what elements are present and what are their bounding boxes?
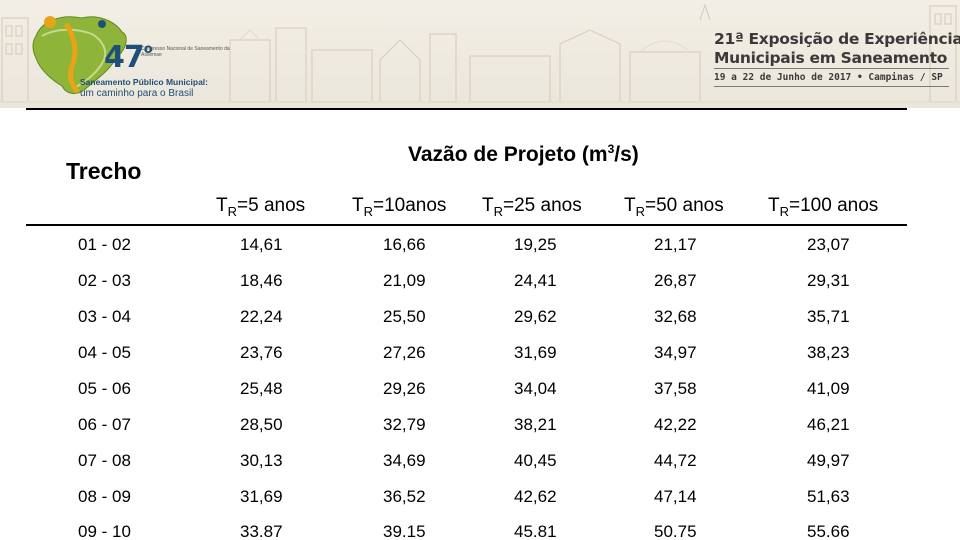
- value-cell: 46,21: [807, 415, 850, 434]
- trecho-cell: 02 - 03: [78, 271, 131, 290]
- value-cell: 31,69: [514, 343, 557, 362]
- table-row: 08 - 09 31,69 36,52 42,62 47,14 51,63: [0, 487, 960, 523]
- value-cell: 34,69: [383, 451, 426, 470]
- value-cell: 37,58: [654, 379, 697, 398]
- event-title-line1: 21ª Exposição de Experiências: [714, 30, 960, 48]
- value-cell: 24,41: [514, 271, 557, 290]
- value-cell: 38,21: [514, 415, 557, 434]
- group-header-vazao: Vazão de Projeto (m3/s): [408, 142, 639, 166]
- trecho-cell: 09 - 10: [78, 522, 131, 540]
- trecho-cell: 06 - 07: [78, 415, 131, 434]
- trecho-cell: 04 - 05: [78, 343, 131, 362]
- event-divider-top: [714, 68, 949, 69]
- value-cell: 21,17: [654, 235, 697, 254]
- value-cell: 32,79: [383, 415, 426, 434]
- congress-name: Congresso Nacional de Saneamento da Asse…: [141, 46, 230, 58]
- value-cell: 34,97: [654, 343, 697, 362]
- row-header-trecho: Trecho: [66, 158, 142, 184]
- event-date: 19 a 22 de Junho de 2017 • Campinas / SP: [714, 72, 943, 83]
- congress-logo: 47o Congresso Nacional de Saneamento da …: [22, 6, 230, 102]
- value-cell: 40,45: [514, 451, 557, 470]
- value-cell: 49,97: [807, 451, 850, 470]
- value-cell: 31,69: [240, 487, 283, 506]
- value-cell: 29,31: [807, 271, 850, 290]
- value-cell: 38,23: [807, 343, 850, 362]
- table-row: 01 - 02 14,61 16,66 19,25 21,17 23,07: [0, 235, 960, 271]
- value-cell: 39.15: [383, 522, 426, 540]
- header-banner: 47o Congresso Nacional de Saneamento da …: [0, 0, 960, 108]
- event-title-line2: Municipais em Saneamento: [714, 49, 948, 67]
- table-row: 04 - 05 23,76 27,26 31,69 34,97 38,23: [0, 343, 960, 379]
- event-divider-bottom: [714, 86, 949, 87]
- value-cell: 23,76: [240, 343, 283, 362]
- value-cell: 21,09: [383, 271, 426, 290]
- tagline-line2: um caminho para o Brasil: [80, 88, 194, 99]
- value-cell: 42,22: [654, 415, 697, 434]
- value-cell: 30,13: [240, 451, 283, 470]
- trecho-cell: 08 - 09: [78, 487, 131, 506]
- value-cell: 45.81: [514, 522, 557, 540]
- value-cell: 33.87: [240, 522, 283, 540]
- value-cell: 34,04: [514, 379, 557, 398]
- value-cell: 19,25: [514, 235, 557, 254]
- column-header-tr100: TR=100 anos: [768, 195, 879, 219]
- event-title: 21ª Exposição de Experiências Municipais…: [714, 30, 960, 68]
- value-cell: 35,71: [807, 307, 850, 326]
- value-cell: 29,26: [383, 379, 426, 398]
- value-cell: 29,62: [514, 307, 557, 326]
- value-cell: 41,09: [807, 379, 850, 398]
- table-header-rule: [26, 224, 907, 226]
- city-skyline-illustration: [0, 3, 960, 103]
- value-cell: 42,62: [514, 487, 557, 506]
- table-row: 02 - 03 18,46 21,09 24,41 26,87 29,31: [0, 271, 960, 307]
- table-row: 06 - 07 28,50 32,79 38,21 42,22 46,21: [0, 415, 960, 451]
- value-cell: 16,66: [383, 235, 426, 254]
- value-cell: 51,63: [807, 487, 850, 506]
- brazil-map-logo-graphic: [32, 16, 127, 94]
- trecho-cell: 07 - 08: [78, 451, 131, 470]
- trecho-cell: 05 - 06: [78, 379, 131, 398]
- edition-number: 47o: [104, 40, 153, 75]
- value-cell: 36,52: [383, 487, 426, 506]
- value-cell: 23,07: [807, 235, 850, 254]
- value-cell: 25,50: [383, 307, 426, 326]
- tagline-line1: Saneamento Público Municipal:: [80, 77, 208, 87]
- table-row: 07 - 08 30,13 34,69 40,45 44,72 49,97: [0, 451, 960, 487]
- table-row: 09 - 10 33.87 39.15 45.81 50.75 55.66: [0, 522, 960, 540]
- value-cell: 22,24: [240, 307, 283, 326]
- table-row: 05 - 06 25,48 29,26 34,04 37,58 41,09: [0, 379, 960, 415]
- value-cell: 18,46: [240, 271, 283, 290]
- table-top-rule: [26, 108, 907, 110]
- value-cell: 32,68: [654, 307, 697, 326]
- trecho-cell: 03 - 04: [78, 307, 131, 326]
- value-cell: 26,87: [654, 271, 697, 290]
- column-header-tr50: TR=50 anos: [624, 195, 724, 219]
- trecho-cell: 01 - 02: [78, 235, 131, 254]
- column-header-tr5: TR=5 anos: [216, 195, 306, 219]
- value-cell: 14,61: [240, 235, 283, 254]
- value-cell: 47,14: [654, 487, 697, 506]
- column-header-tr25: TR=25 anos: [482, 195, 582, 219]
- value-cell: 25,48: [240, 379, 283, 398]
- table-row: 03 - 04 22,24 25,50 29,62 32,68 35,71: [0, 307, 960, 343]
- column-header-tr10: TR=10anos: [352, 195, 447, 219]
- value-cell: 55.66: [807, 522, 850, 540]
- value-cell: 27,26: [383, 343, 426, 362]
- value-cell: 44,72: [654, 451, 697, 470]
- value-cell: 28,50: [240, 415, 283, 434]
- value-cell: 50.75: [654, 522, 697, 540]
